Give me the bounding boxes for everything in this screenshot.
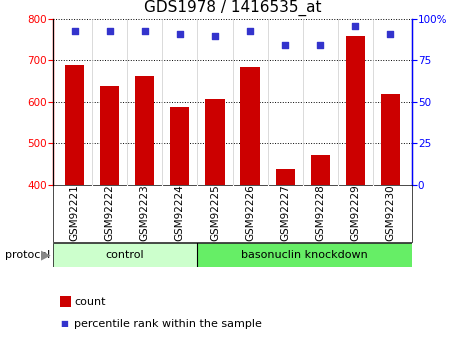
Point [246,28,254,33]
Text: GSM92227: GSM92227 [280,185,290,242]
Text: GSM92223: GSM92223 [140,185,150,242]
Point [71,28,78,33]
Point [211,33,219,38]
Text: control: control [106,250,145,260]
Text: count: count [74,297,106,307]
Text: percentile rank within the sample: percentile rank within the sample [74,319,262,328]
Bar [240,67,260,185]
Point [317,43,324,48]
Text: basonuclin knockdown: basonuclin knockdown [241,250,367,260]
Bar [381,94,400,185]
Bar [65,65,84,185]
Text: GSM92224: GSM92224 [175,185,185,242]
Text: protocol: protocol [5,250,50,260]
Text: GSM92230: GSM92230 [385,185,395,242]
Text: GSM92225: GSM92225 [210,185,220,242]
Bar [275,169,295,185]
Bar [135,76,154,185]
Point [387,31,394,37]
Point [176,31,184,37]
Point [281,43,289,48]
Text: GSM92222: GSM92222 [105,185,115,242]
Bar [311,155,330,185]
Bar [170,107,190,185]
Text: GSM92228: GSM92228 [315,185,325,242]
Bar [100,86,120,185]
Bar [53,243,197,267]
Point [352,23,359,28]
Point [141,28,148,33]
Text: ■: ■ [61,319,68,328]
Bar [205,99,225,185]
Text: GSM92229: GSM92229 [350,185,360,242]
Text: GSM92221: GSM92221 [70,185,80,242]
Text: GSM92226: GSM92226 [245,185,255,242]
Text: ▶: ▶ [40,248,50,262]
Bar [345,36,365,185]
Point [106,28,113,33]
Bar [197,243,412,267]
Title: GDS1978 / 1416535_at: GDS1978 / 1416535_at [144,0,321,16]
